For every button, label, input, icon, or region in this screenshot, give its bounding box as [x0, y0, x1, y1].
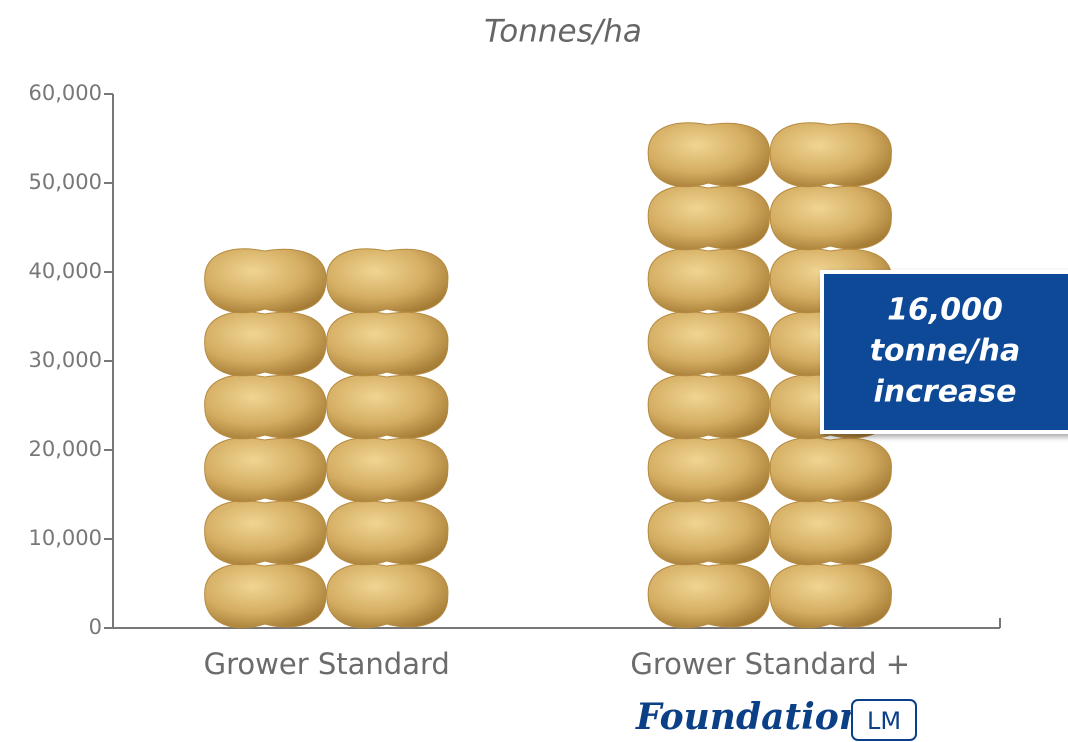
potato-icon — [648, 123, 769, 187]
potato-icon — [648, 438, 769, 502]
logo-name: Foundation — [635, 696, 865, 738]
potato-icon — [205, 312, 326, 376]
potato-icon — [770, 501, 891, 565]
potato-icon — [327, 312, 448, 376]
y-tick-label: 10,000 — [29, 526, 102, 550]
potato-icon — [770, 186, 891, 250]
potato-icon — [648, 186, 769, 250]
annotation-text: tonne/ha — [870, 334, 1021, 369]
potato-icon — [648, 501, 769, 565]
potato-icon — [205, 564, 326, 628]
potato-icon — [648, 312, 769, 376]
annotation-text: increase — [873, 375, 1016, 410]
x-tick-label: Grower Standard + — [630, 647, 910, 681]
potato-icon — [327, 249, 448, 313]
page: {"chart_data": {"type": "pictogram-bar",… — [0, 0, 1068, 742]
potato-icon — [648, 564, 769, 628]
y-tick-label: 60,000 — [29, 81, 102, 105]
potato-icon — [327, 564, 448, 628]
potato-icon — [205, 501, 326, 565]
potato-icon — [770, 564, 891, 628]
annotation-text: 16,000 — [887, 293, 1003, 328]
y-tick-label: 30,000 — [29, 348, 102, 372]
potato-icon — [770, 438, 891, 502]
annotation: 16,000 tonne/ha increase — [822, 272, 1068, 432]
y-tick-label: 20,000 — [29, 437, 102, 461]
potato-icon — [205, 438, 326, 502]
potato-icon — [327, 375, 448, 439]
potato-icon — [205, 249, 326, 313]
chart: Tonnes/ha 0 10,000 20,000 30,000 40,000 50,00… — [0, 0, 1068, 742]
x-tick-label: Grower Standard — [204, 647, 450, 681]
potato-icon — [648, 375, 769, 439]
potato-icon — [327, 438, 448, 502]
potato-icon — [205, 375, 326, 439]
y-tick-label: 50,000 — [29, 170, 102, 194]
chart-title: Tonnes/ha — [484, 14, 642, 50]
y-tick-label: 40,000 — [29, 259, 102, 283]
logo-suffix: LM — [867, 707, 901, 735]
y-tick-label: 0 — [89, 615, 102, 639]
potato-icon — [770, 123, 891, 187]
potato-icon — [648, 249, 769, 313]
potato-icon — [327, 501, 448, 565]
pictogram-bar — [205, 249, 448, 628]
